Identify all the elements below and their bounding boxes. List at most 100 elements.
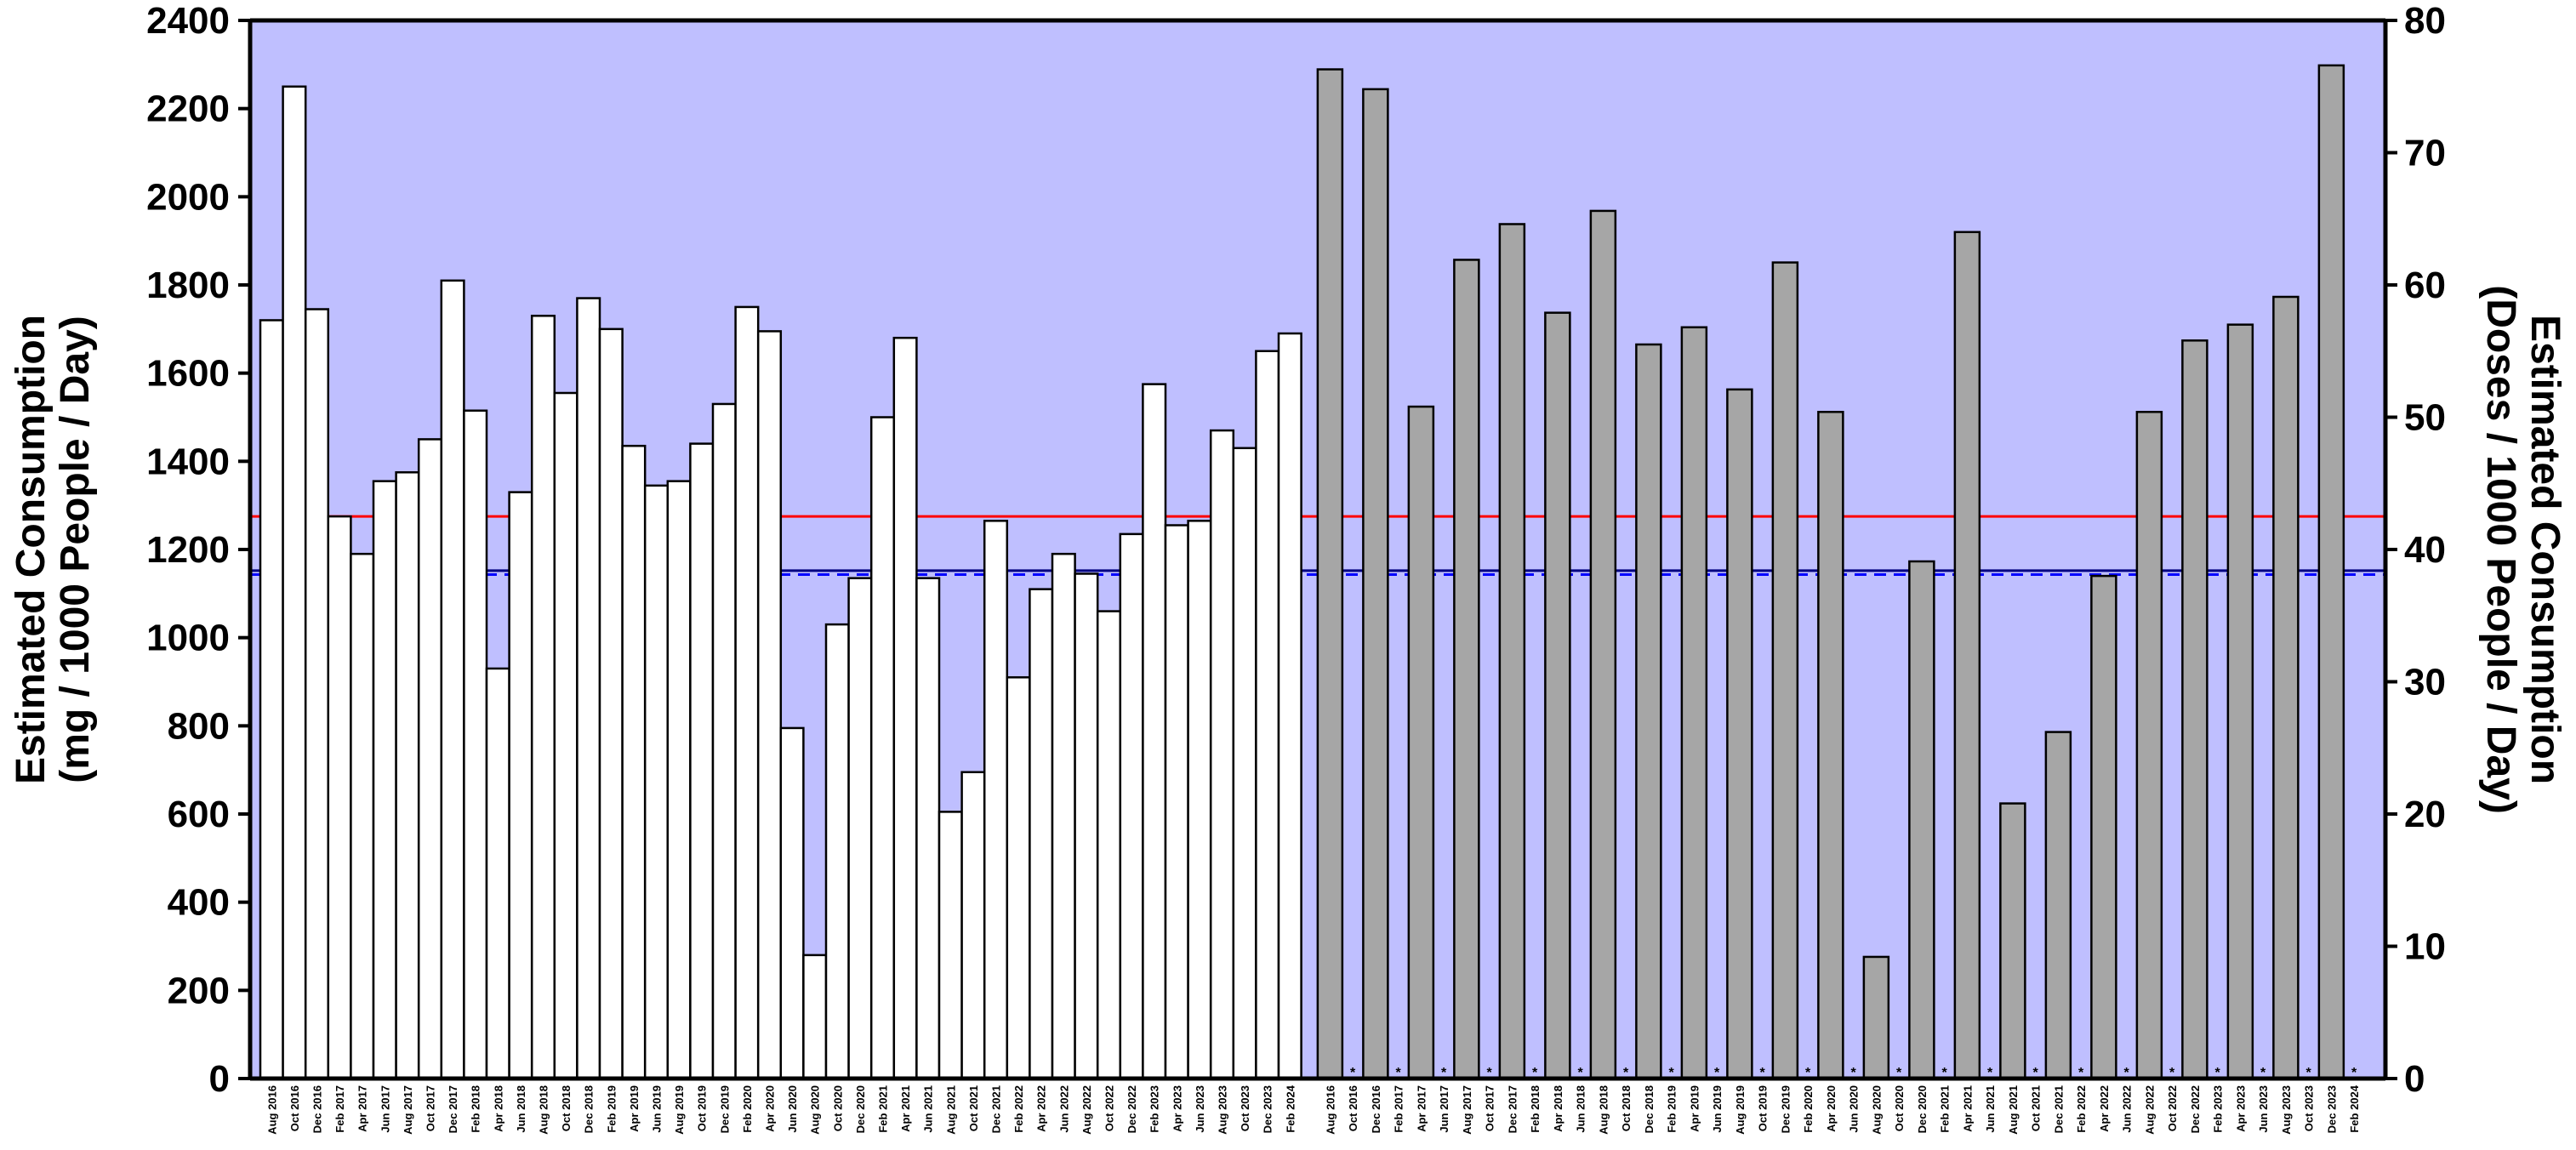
x-tick-label-right: Dec 2020: [1916, 1085, 1929, 1133]
x-tick-label-left: Aug 2020: [809, 1085, 822, 1135]
bar-left: [983, 520, 1009, 1080]
x-tick-label-left: Apr 2019: [628, 1085, 641, 1132]
bar-left: [395, 471, 420, 1080]
x-tick-label-left: Oct 2018: [560, 1085, 573, 1131]
bar-left: [350, 552, 375, 1080]
x-tick-label-left: Oct 2023: [1239, 1085, 1251, 1131]
bar-left: [756, 330, 783, 1080]
left-tick-label: 2400: [146, 0, 230, 42]
bar-left: [508, 491, 533, 1080]
star-marker: *: [1805, 1066, 1811, 1080]
x-tick-label-right: Aug 2023: [2280, 1085, 2293, 1135]
x-tick-label-right: Aug 2022: [2143, 1085, 2156, 1135]
bar-left: [1006, 676, 1031, 1080]
right-tick-label: 0: [2404, 1058, 2425, 1100]
x-tick-label-right: Feb 2018: [1529, 1085, 1542, 1133]
bar-left: [824, 623, 850, 1080]
x-tick-label-left: Oct 2020: [831, 1085, 844, 1131]
x-tick-label-right: Oct 2016: [1347, 1085, 1359, 1131]
x-tick-label-left: Apr 2017: [356, 1085, 369, 1132]
bar-left: [1051, 552, 1076, 1080]
x-tick-label-left: Apr 2022: [1035, 1085, 1048, 1132]
x-tick-label-right: Dec 2021: [2052, 1085, 2065, 1133]
bar-left: [892, 336, 918, 1080]
x-tick-label-left: Dec 2016: [311, 1085, 324, 1133]
x-tick-label-right: Aug 2020: [1870, 1085, 1883, 1135]
bar-left: [1096, 610, 1122, 1080]
x-tick-label-right: Apr 2017: [1415, 1085, 1428, 1132]
x-tick-label-left: Feb 2017: [333, 1085, 346, 1133]
bar-left: [1277, 332, 1302, 1080]
right-tick-label: 40: [2404, 529, 2446, 571]
star-marker: *: [1396, 1066, 1402, 1080]
bar-left: [915, 577, 941, 1080]
star-marker: *: [1350, 1066, 1356, 1080]
bar-right: [2226, 323, 2254, 1080]
x-tick-label-right: Aug 2019: [1734, 1085, 1747, 1135]
x-tick-label-right: Apr 2022: [2098, 1085, 2111, 1132]
left-tick-label: 1000: [146, 618, 230, 659]
bar-right: [1680, 326, 1708, 1080]
x-tick-label-left: Aug 2023: [1217, 1085, 1229, 1135]
star-marker: *: [1942, 1066, 1948, 1080]
bar-right: [1635, 343, 1662, 1080]
bar-left: [779, 726, 805, 1080]
bar-left: [304, 308, 330, 1080]
bar-right: [2090, 574, 2117, 1080]
right-tick-label: 50: [2404, 397, 2446, 439]
bar-left: [666, 480, 692, 1080]
x-tick-label-right: Dec 2023: [2325, 1085, 2338, 1133]
x-tick-label-right: Apr 2018: [1552, 1085, 1564, 1132]
right-tick-label: 10: [2404, 926, 2446, 968]
x-tick-label-right: Oct 2022: [2166, 1085, 2179, 1131]
bar-left: [1142, 383, 1167, 1080]
bar-left: [734, 305, 760, 1080]
bar-right: [2181, 339, 2208, 1080]
x-tick-label-left: Aug 2018: [538, 1085, 550, 1135]
star-marker: *: [1896, 1066, 1902, 1080]
bar-left: [1164, 524, 1189, 1080]
x-tick-label-right: Dec 2022: [2189, 1085, 2202, 1133]
x-tick-label-right: Jun 2021: [1984, 1085, 1997, 1133]
x-tick-label-left: Apr 2020: [764, 1085, 777, 1132]
star-marker: *: [2124, 1066, 2130, 1080]
x-tick-label-left: Feb 2023: [1148, 1085, 1161, 1133]
bar-left: [282, 85, 307, 1080]
bar-left: [1119, 532, 1144, 1080]
bar-right: [1953, 231, 1981, 1080]
bar-right: [1498, 223, 1526, 1080]
x-tick-label-left: Jun 2020: [786, 1085, 799, 1133]
bar-right: [1589, 209, 1617, 1080]
left-tick-label: 1400: [146, 441, 230, 482]
star-marker: *: [2169, 1066, 2175, 1080]
bar-left: [869, 416, 896, 1080]
x-tick-label-left: Apr 2018: [492, 1085, 504, 1132]
x-tick-label-left: Aug 2022: [1080, 1085, 1093, 1135]
x-tick-label-right: Jun 2022: [2121, 1085, 2134, 1133]
star-marker: *: [1487, 1066, 1493, 1080]
x-tick-label-left: Oct 2019: [696, 1085, 709, 1131]
left-tick-label: 600: [168, 794, 230, 835]
x-tick-label-right: Apr 2023: [2234, 1085, 2247, 1132]
x-tick-label-right: Dec 2019: [1779, 1085, 1792, 1133]
left-series-bars: [259, 85, 1302, 1080]
star-marker: *: [1578, 1066, 1584, 1080]
x-tick-label-left: Apr 2021: [899, 1085, 912, 1132]
x-tick-label-right: Aug 2018: [1597, 1085, 1610, 1135]
left-tick-label: 1200: [146, 529, 230, 571]
y-axis-title-left-line-2: (mg / 1000 People / Day): [53, 316, 98, 783]
right-tick-label: 70: [2404, 133, 2446, 174]
x-tick-label-left: Dec 2021: [990, 1085, 1003, 1133]
x-tick-label-right: Jun 2017: [1438, 1085, 1450, 1133]
star-marker: *: [1987, 1066, 1993, 1080]
left-tick-label: 2200: [146, 88, 230, 130]
bar-right: [1817, 411, 1844, 1080]
star-marker: *: [2215, 1066, 2221, 1080]
star-marker: *: [2033, 1066, 2039, 1080]
bar-right: [1407, 405, 1435, 1080]
x-tick-label-left: Feb 2019: [605, 1085, 618, 1133]
x-tick-label-right: Feb 2017: [1393, 1085, 1405, 1133]
x-tick-label-left: Dec 2017: [447, 1085, 459, 1133]
bar-right: [1362, 88, 1389, 1080]
x-tick-label-right: Oct 2017: [1484, 1085, 1496, 1131]
